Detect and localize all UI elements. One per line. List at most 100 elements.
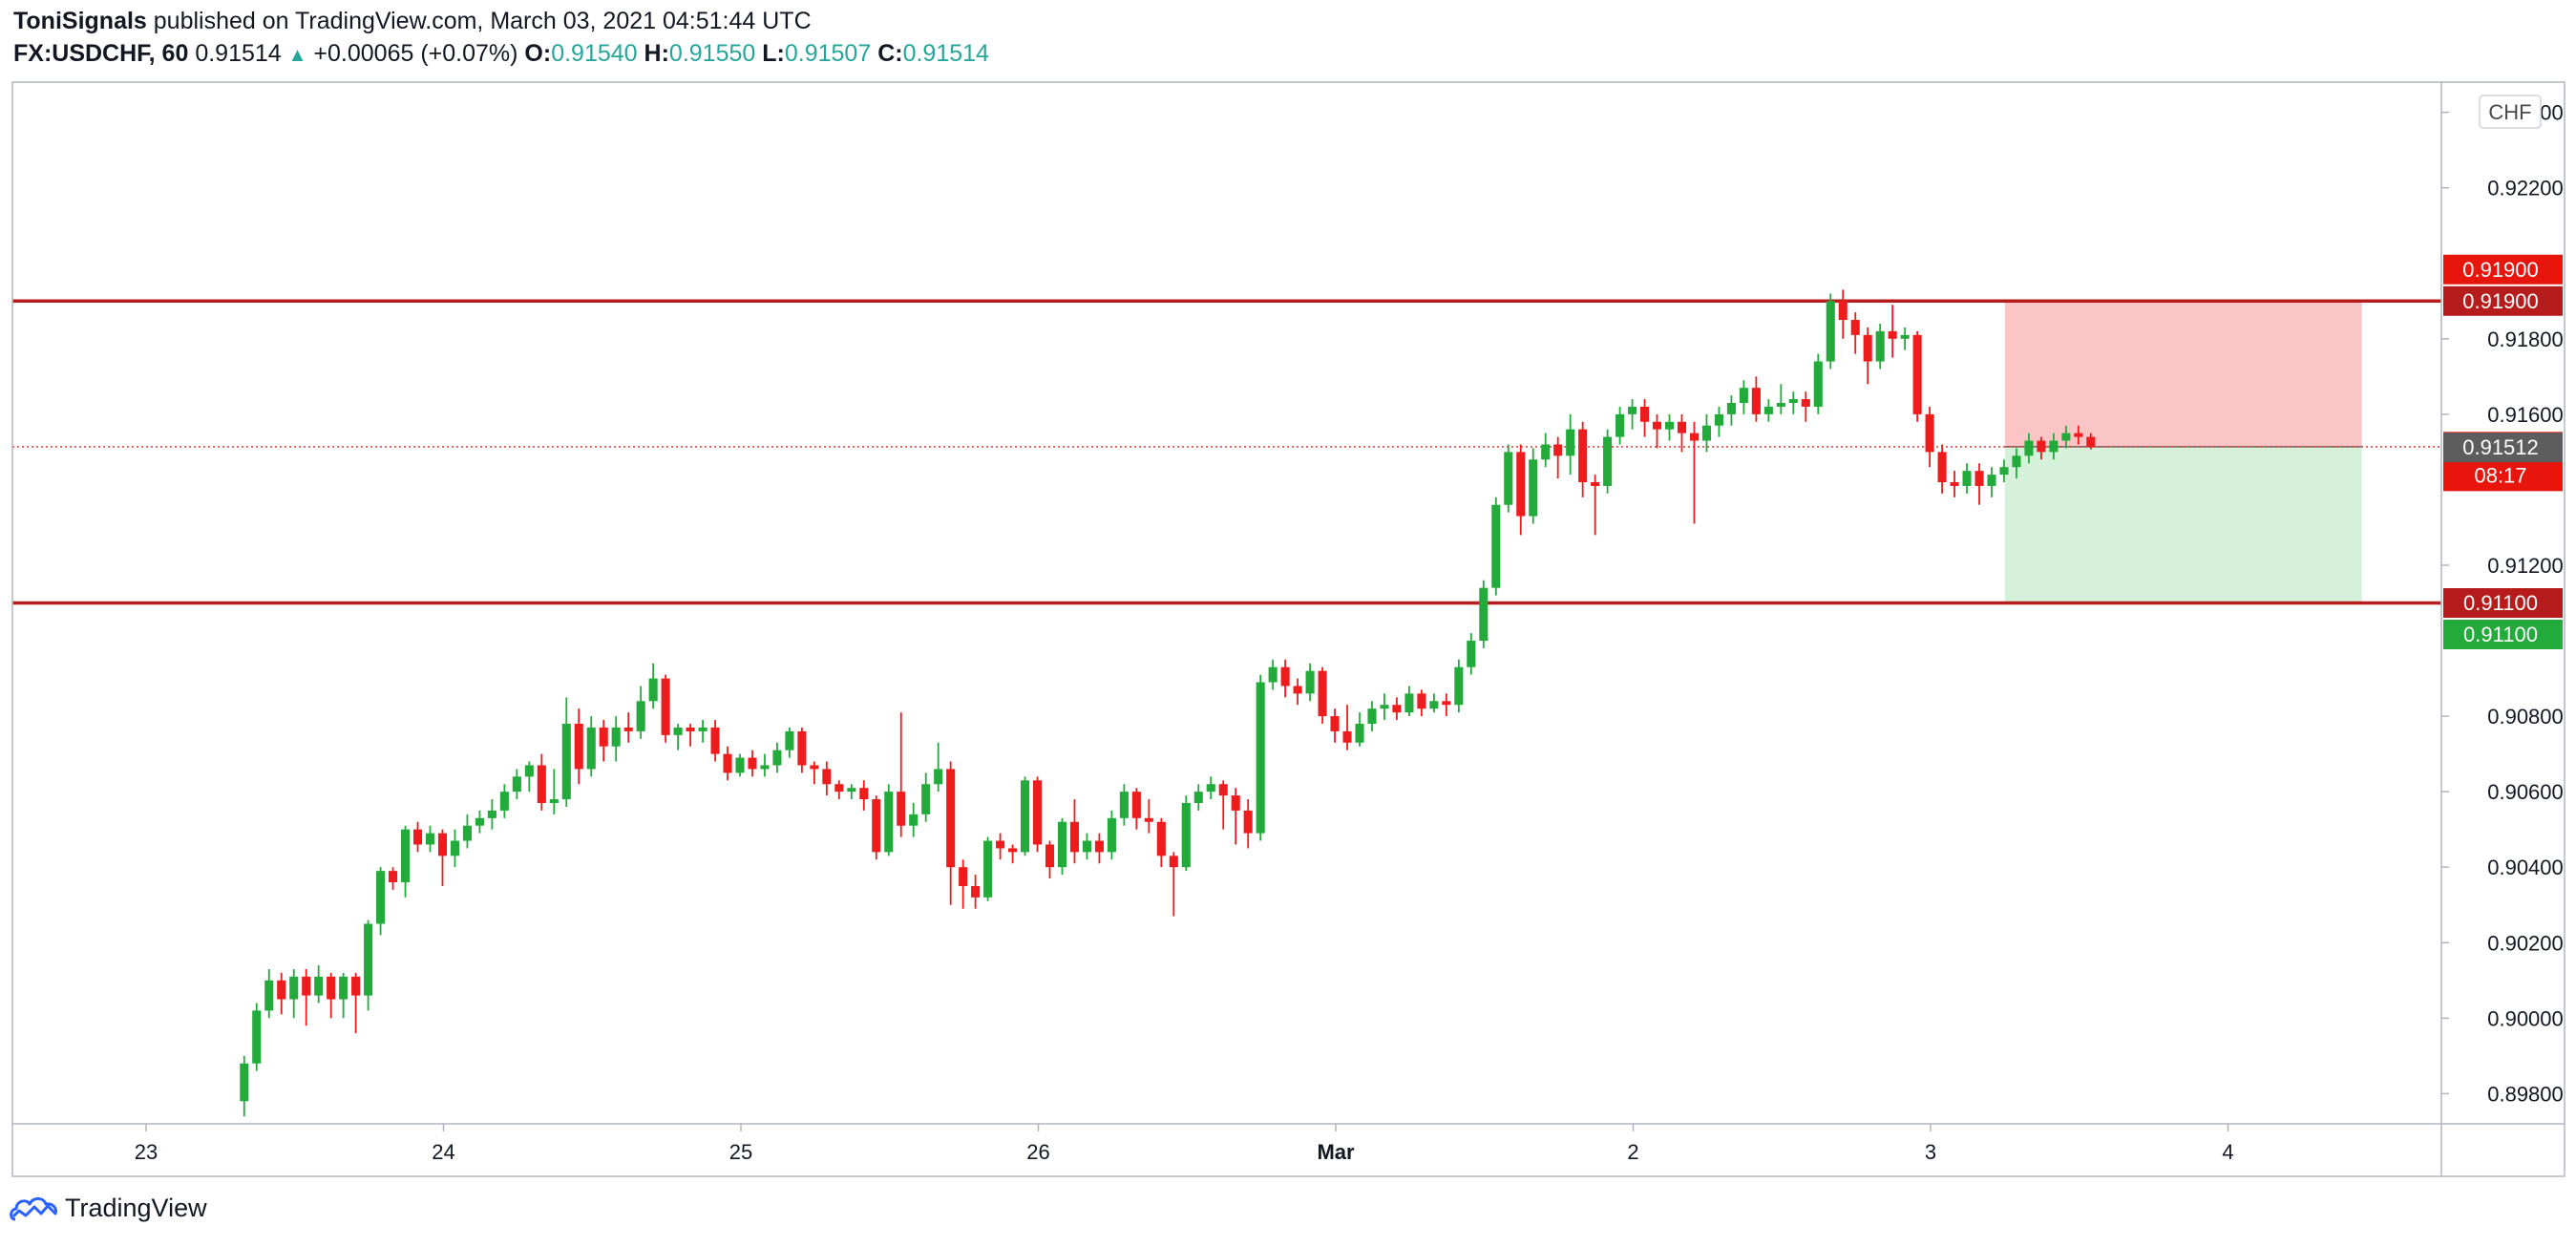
candle <box>1404 686 1414 717</box>
candle-body <box>1813 361 1823 407</box>
candle-body <box>1640 406 1650 422</box>
high-value: 0.91550 <box>668 40 756 67</box>
candle <box>1491 497 1501 596</box>
candle-body <box>1355 723 1364 743</box>
candle <box>1442 693 1451 717</box>
candle-body <box>1615 413 1625 437</box>
candle <box>686 723 695 747</box>
candle-body <box>1999 467 2009 476</box>
candle-body <box>1380 705 1389 709</box>
candle-body <box>1131 792 1141 818</box>
candle <box>1516 444 1526 536</box>
y-tick-label: 0.91200 <box>2487 554 2564 578</box>
candle <box>487 799 496 830</box>
candle-body <box>921 784 931 814</box>
countdown-label: 08:17 <box>2474 463 2526 487</box>
candle <box>1900 327 1910 350</box>
candle <box>1689 421 1700 524</box>
candle <box>636 686 645 739</box>
candle-body <box>499 792 509 811</box>
candle-body <box>673 727 683 735</box>
candle-body <box>760 765 770 770</box>
candle-body <box>785 730 794 750</box>
candle-body <box>437 833 448 856</box>
candle <box>723 746 732 781</box>
candle <box>797 727 807 773</box>
price-tag <box>2443 285 2563 316</box>
candle-body <box>1045 844 1055 868</box>
candle <box>810 761 819 785</box>
candle-body <box>1529 459 1538 517</box>
ohlc-legend: FX:USDCHF, 60 0.91514 ▲ +0.00065 (+0.07%… <box>13 40 989 68</box>
candle-body <box>450 840 460 856</box>
author-name[interactable]: ToniSignals <box>13 8 147 34</box>
candle-body <box>1057 821 1067 868</box>
candle <box>1057 817 1067 876</box>
candle <box>1094 833 1104 864</box>
candle <box>1652 413 1662 449</box>
candle-body <box>1739 388 1748 403</box>
candle-body <box>412 829 423 845</box>
candle <box>735 753 745 777</box>
candle <box>847 784 856 800</box>
candle-body <box>723 753 732 773</box>
candle <box>2086 433 2096 450</box>
x-tick-label: 4 <box>2222 1140 2233 1164</box>
candle-body <box>1256 682 1265 834</box>
candle <box>971 875 981 909</box>
close-value: 0.91514 <box>902 40 989 67</box>
candle-body <box>1429 701 1439 709</box>
candle <box>1591 475 1600 536</box>
candle <box>327 972 336 1019</box>
tradingview-logo[interactable]: TradingView <box>10 1194 207 1223</box>
candle-body <box>859 788 869 800</box>
candle <box>710 720 720 762</box>
candle-body <box>636 701 645 731</box>
candle-body <box>1826 301 1835 362</box>
stop-loss-zone <box>2004 301 2362 447</box>
candle <box>364 919 373 1011</box>
candle-body <box>2037 440 2046 453</box>
candle-body <box>240 1063 249 1102</box>
candle-body <box>735 757 745 773</box>
candle-body <box>574 723 583 770</box>
candle-body <box>1541 444 1551 460</box>
y-tick-label: 0.90200 <box>2487 931 2564 955</box>
candle-body <box>1950 482 1959 486</box>
candle <box>1701 413 1712 453</box>
candle <box>1256 674 1265 841</box>
candle <box>1788 391 1798 414</box>
candle <box>648 663 658 709</box>
candle-body <box>1664 421 1675 430</box>
candle <box>586 716 596 777</box>
candle <box>1912 330 1922 422</box>
candle <box>1045 840 1055 879</box>
candle-body <box>1479 587 1489 642</box>
candle-body <box>351 976 361 996</box>
candle <box>240 1055 249 1117</box>
published-text: published on TradingView.com, March 03, … <box>153 8 812 34</box>
candle <box>1169 852 1178 917</box>
candle <box>661 674 670 743</box>
candle-body <box>586 727 596 770</box>
candle <box>673 723 683 750</box>
candle <box>1231 788 1240 845</box>
candle <box>351 972 361 1034</box>
candle-body <box>847 788 856 793</box>
candle <box>2061 425 2071 449</box>
candle-body <box>623 727 633 731</box>
candle-body <box>959 867 968 886</box>
candle-body <box>1974 471 1984 486</box>
candle-body <box>1838 301 1848 321</box>
candle-body <box>1144 817 1153 822</box>
candle <box>537 753 546 811</box>
candle-body <box>389 871 398 883</box>
candle-body <box>884 792 894 853</box>
candle <box>1467 633 1476 675</box>
candle <box>1739 380 1748 414</box>
candle <box>1268 659 1277 690</box>
price-change: +0.00065 (+0.07%) <box>313 40 518 67</box>
candle-body <box>289 976 299 1000</box>
candle <box>1330 708 1340 743</box>
